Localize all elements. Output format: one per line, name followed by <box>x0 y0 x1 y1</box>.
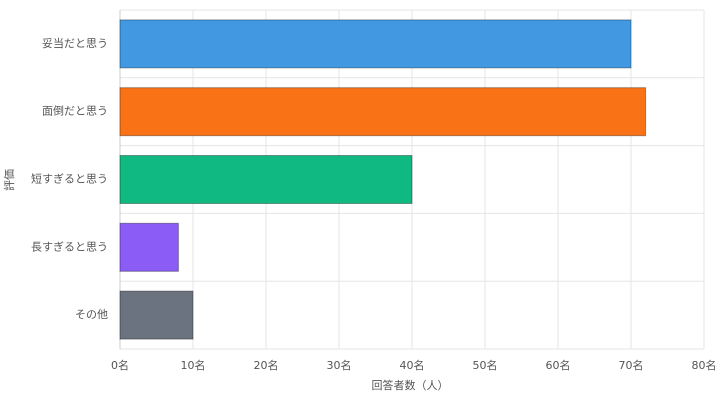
y-tick-label: 長すぎると思う <box>31 239 108 253</box>
bar <box>119 222 179 272</box>
x-axis-label: 回答者数（人） <box>372 378 449 392</box>
bar <box>119 19 632 69</box>
x-tick-label: 20名 <box>254 358 279 372</box>
y-tick-label: 妥当だと思う <box>42 36 108 50</box>
x-tick-label: 80名 <box>692 358 717 372</box>
x-tick-label: 40名 <box>400 358 425 372</box>
x-tick-label: 10名 <box>181 358 206 372</box>
x-tick-label: 30名 <box>327 358 352 372</box>
x-tick-label: 60名 <box>546 358 571 372</box>
x-tick-label: 50名 <box>473 358 498 372</box>
y-tick-label: その他 <box>75 308 108 321</box>
x-tick-label: 70名 <box>619 358 644 372</box>
x-tick-label: 0名 <box>111 358 129 372</box>
bar <box>119 87 647 137</box>
y-tick-label: 面倒だと思う <box>42 105 108 118</box>
y-axis-label: 評価 <box>2 169 16 191</box>
bar <box>119 155 413 204</box>
bar <box>119 290 194 340</box>
y-tick-label: 短すぎると思う <box>31 172 108 186</box>
